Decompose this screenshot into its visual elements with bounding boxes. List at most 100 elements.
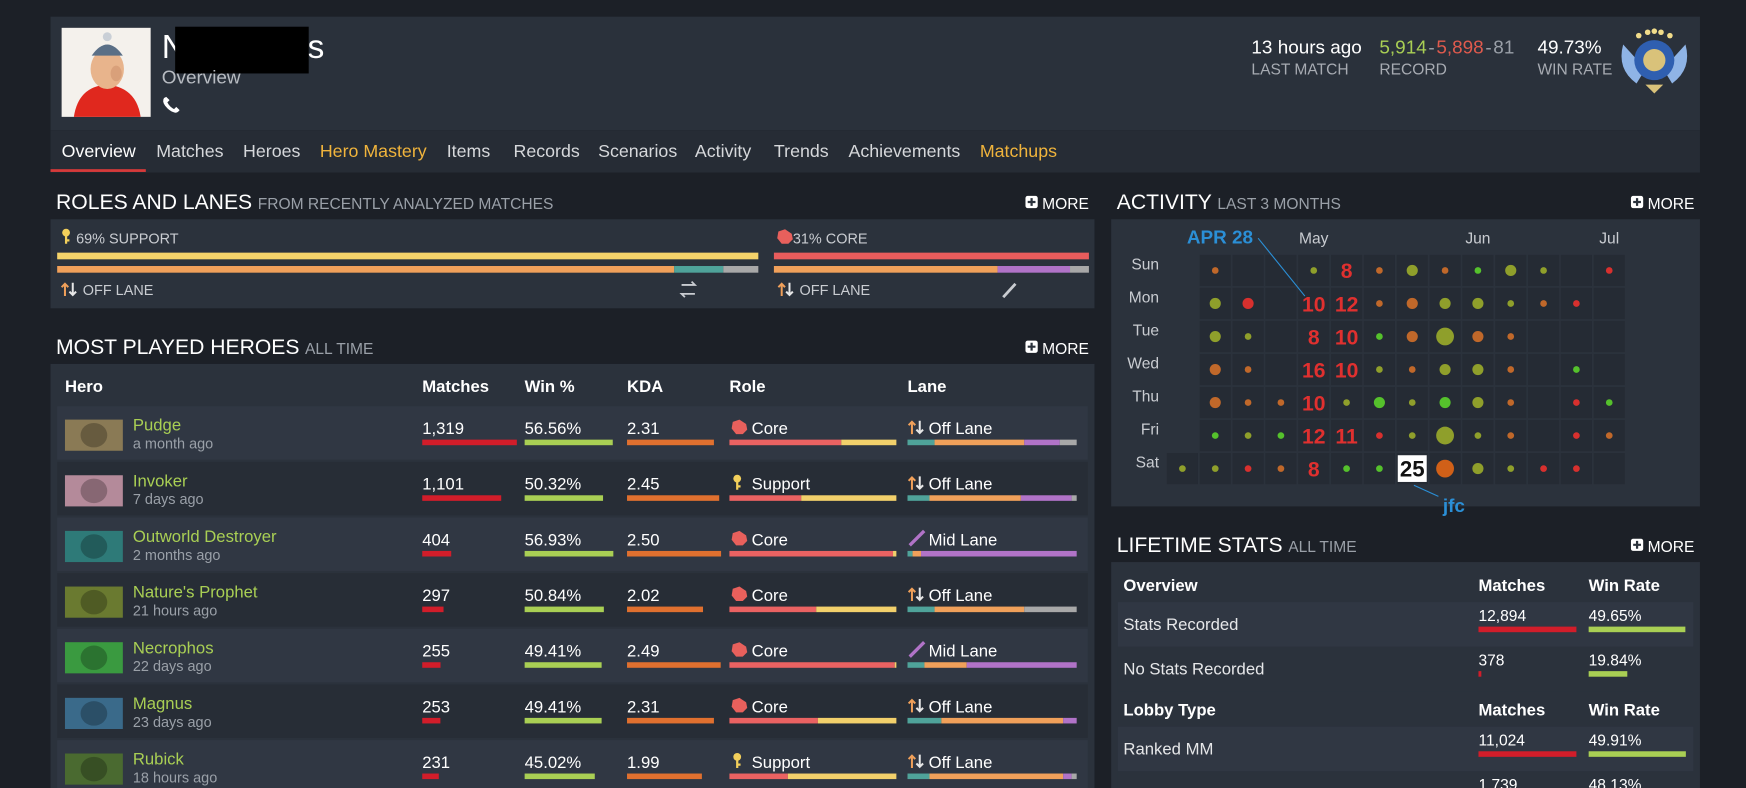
hero-win-rate: 56.93% bbox=[525, 530, 582, 549]
nav-tab[interactable]: Items bbox=[447, 141, 491, 161]
activity-dot bbox=[1406, 297, 1418, 310]
activity-dot bbox=[1540, 465, 1547, 472]
lane-bar bbox=[934, 606, 1025, 613]
support-icon bbox=[733, 474, 742, 483]
profile-name: s bbox=[308, 29, 325, 66]
hero-matches: 1,319 bbox=[422, 419, 464, 438]
lane-bar bbox=[1063, 773, 1072, 780]
annotation-line bbox=[1257, 237, 1306, 297]
role-bar bbox=[801, 495, 897, 501]
hero-portrait bbox=[80, 478, 108, 504]
nav-tab[interactable]: Scenarios bbox=[598, 141, 677, 161]
hero-role: Support bbox=[752, 475, 811, 494]
stats-win-rate: 19.84% bbox=[1589, 653, 1642, 670]
activity-dot bbox=[1507, 300, 1515, 307]
hero-name[interactable]: Magnus bbox=[133, 694, 192, 713]
activity-dot bbox=[1310, 267, 1318, 274]
stats-matches: 11,024 bbox=[1478, 733, 1525, 750]
nav-tab[interactable]: Records bbox=[514, 141, 580, 161]
more-icon bbox=[1027, 342, 1036, 351]
hero-role: Core bbox=[752, 530, 788, 549]
day-cell bbox=[1298, 320, 1330, 353]
activity-dot bbox=[1373, 396, 1385, 409]
hero-last-played: 21 hours ago bbox=[133, 603, 217, 619]
off-lane-icon bbox=[915, 420, 924, 435]
lane-share-bar bbox=[997, 266, 1071, 273]
hero-last-played: a month ago bbox=[133, 437, 213, 453]
matches-bar bbox=[422, 717, 441, 724]
off-lane-icon bbox=[907, 420, 917, 435]
win-rate-bar bbox=[1588, 751, 1686, 757]
hero-role: Core bbox=[752, 642, 788, 661]
activity-dot bbox=[1573, 300, 1580, 307]
role-bar bbox=[729, 662, 895, 668]
hero-last-played: 2 months ago bbox=[133, 548, 221, 564]
activity-dot bbox=[1242, 297, 1254, 310]
lane-bar bbox=[921, 550, 1077, 557]
day-count: 10 bbox=[1335, 359, 1359, 382]
hero-lane: Off Lane bbox=[929, 697, 993, 716]
stats-win-rate: 48.13% bbox=[1589, 777, 1642, 788]
support-icon bbox=[733, 752, 742, 761]
day-cell bbox=[1265, 353, 1297, 386]
day-count: 8 bbox=[1308, 458, 1320, 481]
nav-tab[interactable]: Matchups bbox=[980, 141, 1057, 161]
activity-dot bbox=[1605, 432, 1613, 439]
hero-name[interactable]: Rubick bbox=[133, 750, 185, 769]
column-header: Lane bbox=[908, 377, 947, 396]
hero-win-rate: 50.84% bbox=[525, 586, 582, 605]
hero-matches: 253 bbox=[422, 697, 450, 716]
activity-dot bbox=[1376, 366, 1383, 373]
off-lane-icon bbox=[60, 282, 70, 297]
hero-portrait bbox=[80, 589, 108, 615]
hero-name[interactable]: Outworld Destroyer bbox=[133, 527, 277, 546]
activity-dot bbox=[1209, 330, 1221, 343]
more-button[interactable]: MORE bbox=[1042, 196, 1089, 213]
nav-tab[interactable]: Matches bbox=[156, 141, 223, 161]
nav-tab[interactable]: Achievements bbox=[849, 141, 961, 161]
day-cell bbox=[1298, 419, 1330, 452]
nav-tab[interactable]: Trends bbox=[774, 141, 829, 161]
lane-label: OFF LANE bbox=[83, 283, 154, 299]
activity-dot bbox=[1436, 327, 1454, 346]
more-button[interactable]: MORE bbox=[1648, 196, 1695, 213]
hero-win-rate: 45.02% bbox=[525, 753, 582, 772]
nav-tab[interactable]: Activity bbox=[695, 141, 751, 161]
hero-name[interactable]: Necrophos bbox=[133, 638, 214, 657]
day-cell bbox=[1330, 353, 1363, 386]
day-count: 12 bbox=[1302, 425, 1326, 448]
role-share-bar bbox=[773, 252, 1089, 260]
hero-portrait bbox=[64, 753, 123, 785]
hero-name[interactable]: Invoker bbox=[133, 471, 188, 490]
matches-bar bbox=[1478, 626, 1577, 633]
nav-tab[interactable]: Heroes bbox=[243, 141, 300, 161]
role-share-label: 69% SUPPORT bbox=[76, 232, 179, 248]
nav-tab[interactable]: Overview bbox=[62, 141, 136, 161]
highlight-count: 25 bbox=[1400, 456, 1425, 481]
hero-last-played: 22 days ago bbox=[133, 659, 212, 675]
lane-bar bbox=[1024, 439, 1060, 446]
more-button[interactable]: MORE bbox=[1042, 341, 1089, 358]
activity-dot bbox=[1540, 267, 1547, 274]
hero-name[interactable]: Nature's Prophet bbox=[133, 583, 258, 602]
day-cell bbox=[1593, 320, 1625, 353]
off-lane-icon bbox=[915, 754, 924, 769]
nav-tab[interactable]: Hero Mastery bbox=[320, 141, 427, 161]
day-cell bbox=[1265, 254, 1297, 287]
hero-name[interactable]: Pudge bbox=[133, 416, 181, 435]
matches-bar bbox=[422, 606, 444, 613]
activity-dot bbox=[1439, 363, 1451, 376]
matches-bar bbox=[422, 439, 517, 446]
activity-dot bbox=[1474, 432, 1482, 439]
day-cell bbox=[1527, 386, 1560, 419]
lane-bar bbox=[907, 717, 942, 724]
win-rate-bar bbox=[524, 773, 595, 780]
hero-role: Core bbox=[752, 419, 788, 438]
role-bar bbox=[787, 773, 897, 780]
kda-bar bbox=[627, 606, 704, 613]
hero-row bbox=[57, 628, 1088, 683]
more-button[interactable]: MORE bbox=[1648, 539, 1695, 556]
role-bar bbox=[729, 439, 842, 446]
role-share-bar bbox=[57, 252, 759, 260]
